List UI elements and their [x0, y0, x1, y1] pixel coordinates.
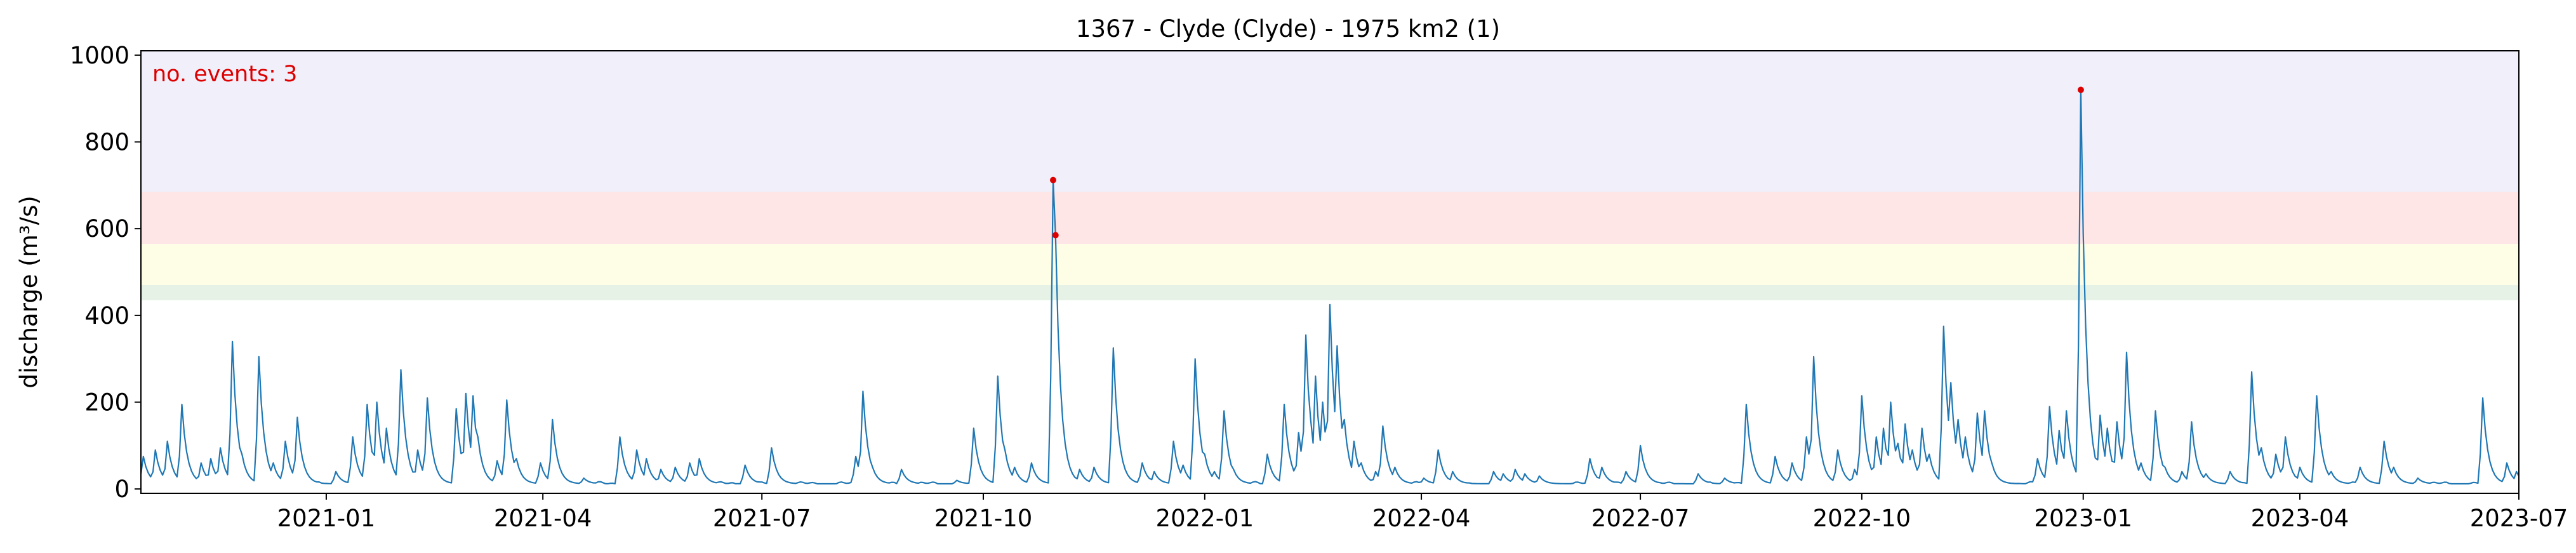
chart-title: 1367 - Clyde (Clyde) - 1975 km2 (1) — [1076, 15, 1500, 43]
y-tick-label: 200 — [84, 389, 129, 416]
x-tick-label: 2023-04 — [2251, 505, 2349, 532]
x-tick-label: 2022-10 — [1813, 505, 1911, 532]
y-tick-label: 0 — [114, 476, 129, 503]
x-tick-label: 2021-10 — [934, 505, 1033, 532]
x-tick-label: 2021-04 — [494, 505, 592, 532]
y-tick-label: 1000 — [70, 42, 129, 69]
x-tick-label: 2022-07 — [1591, 505, 1690, 532]
x-tick-label: 2021-07 — [713, 505, 811, 532]
x-tick-label: 2022-04 — [1372, 505, 1471, 532]
x-tick-label: 2022-01 — [1156, 505, 1254, 532]
y-tick-label: 600 — [84, 215, 129, 243]
event-markers — [1049, 86, 2084, 239]
threshold-band — [141, 192, 2519, 244]
event-marker — [2077, 86, 2084, 93]
event-marker — [1049, 177, 1056, 183]
x-tick-label: 2021-01 — [277, 505, 376, 532]
plot-frame — [140, 50, 2520, 494]
y-axis-label: discharge (m³/s) — [15, 196, 43, 389]
threshold-band — [141, 285, 2519, 300]
event-marker — [1052, 232, 1059, 239]
x-tick-label: 2023-07 — [2470, 505, 2568, 532]
threshold-band — [141, 51, 2519, 192]
events-annotation: no. events: 3 — [152, 62, 297, 87]
discharge-series — [140, 89, 2520, 485]
threshold-band — [141, 244, 2519, 285]
discharge-line — [140, 89, 2520, 485]
y-tick-label: 400 — [84, 302, 129, 330]
y-tick-label: 800 — [84, 129, 129, 156]
x-tick-label: 2023-01 — [2034, 505, 2132, 532]
threshold-bands — [141, 51, 2519, 300]
axes: 0 200 400 600 800 1000 2021-01 2021-04 2021-07 20… — [70, 42, 2568, 532]
